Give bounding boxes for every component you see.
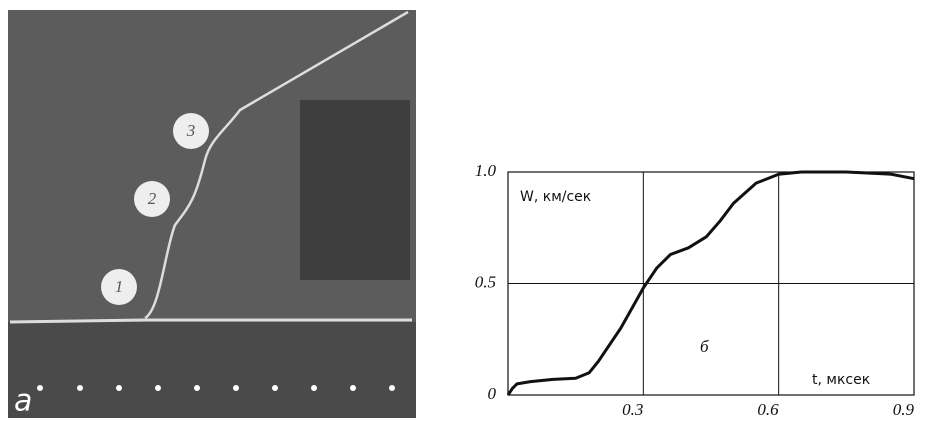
marker-label: 3: [186, 121, 196, 140]
x-axis-label: t, мксек: [812, 372, 870, 388]
x-tick-label: 0.3: [622, 400, 643, 419]
signal-trace: [144, 10, 409, 320]
marker-label: 1: [115, 277, 124, 296]
marker-circle: [173, 113, 209, 149]
photo-shadow: [300, 100, 410, 280]
photo-lower: [8, 322, 416, 418]
timing-dots: [37, 385, 395, 391]
panel-label: б: [700, 337, 709, 356]
baseline-trace: [9, 318, 412, 324]
marker-circle: [101, 269, 137, 305]
y-tick-label: 1.0: [475, 161, 497, 180]
data-line: [506, 170, 915, 396]
marker-circle: [134, 181, 170, 217]
x-tick-label: 0.9: [893, 400, 915, 419]
y-tick-label: 0.5: [475, 272, 496, 291]
photo-panel: 1 2 3 а: [8, 10, 416, 419]
x-tick-label: 0.6: [757, 400, 779, 419]
panel-label: а: [14, 384, 32, 419]
y-axis-label: W, км/сек: [520, 189, 591, 205]
y-tick-label: 0: [488, 384, 497, 403]
marker-label: 2: [148, 189, 157, 208]
chart: W, км/сек t, мксек б 1.0 0.5 0 0.3 0.6 0.9: [475, 161, 915, 419]
